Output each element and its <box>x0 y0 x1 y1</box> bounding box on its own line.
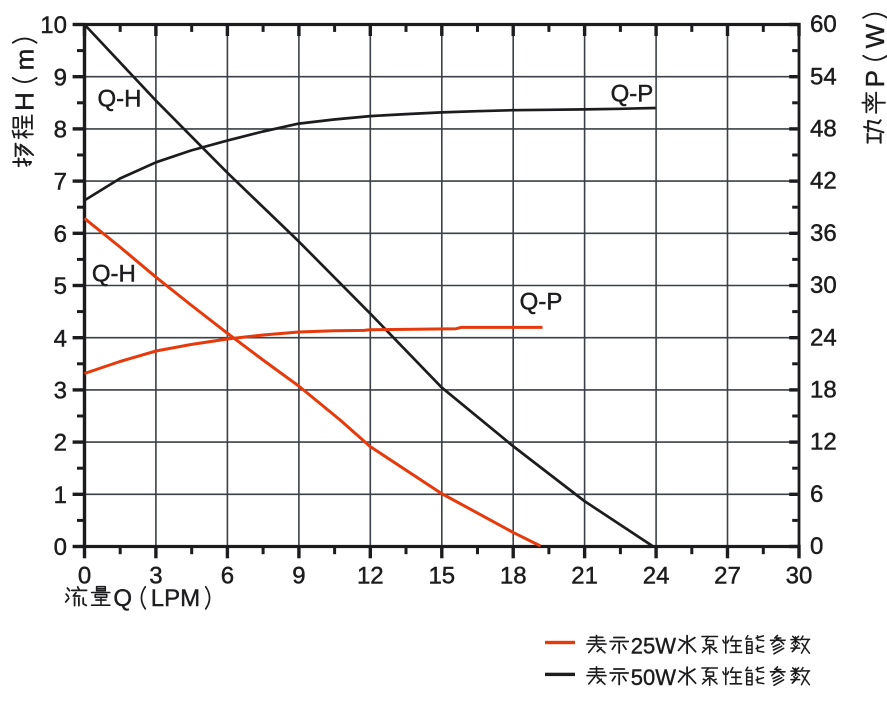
svg-text:Q-P: Q-P <box>611 80 654 107</box>
svg-text:48: 48 <box>810 116 837 143</box>
svg-text:54: 54 <box>810 63 837 90</box>
svg-text:50W: 50W <box>631 665 676 690</box>
svg-text:m: m <box>10 49 40 71</box>
svg-text:6: 6 <box>221 562 234 589</box>
svg-text:0: 0 <box>810 533 823 560</box>
svg-text:2: 2 <box>54 430 67 457</box>
svg-text:9: 9 <box>292 562 305 589</box>
svg-text:6: 6 <box>54 221 67 248</box>
svg-text:12: 12 <box>810 429 837 456</box>
svg-text:3: 3 <box>54 378 67 405</box>
svg-text:Q-H: Q-H <box>98 85 142 112</box>
svg-text:4: 4 <box>54 325 67 352</box>
svg-text:24: 24 <box>643 562 670 589</box>
svg-text:P: P <box>860 70 887 87</box>
svg-text:42: 42 <box>810 168 837 195</box>
svg-text:W: W <box>860 23 887 48</box>
svg-text:30: 30 <box>810 272 837 299</box>
svg-text:7: 7 <box>54 169 67 196</box>
svg-text:60: 60 <box>810 11 837 38</box>
svg-text:18: 18 <box>810 377 837 404</box>
svg-text:36: 36 <box>810 220 837 247</box>
svg-text:H: H <box>10 92 40 111</box>
svg-text:LPM: LPM <box>151 585 200 612</box>
svg-text:30: 30 <box>786 562 813 589</box>
svg-text:24: 24 <box>810 324 837 351</box>
svg-text:3: 3 <box>149 562 162 589</box>
svg-text:10: 10 <box>40 12 67 39</box>
svg-text:15: 15 <box>428 562 455 589</box>
svg-text:Q-P: Q-P <box>520 289 563 316</box>
svg-text:0: 0 <box>54 534 67 561</box>
svg-text:Q: Q <box>113 585 132 612</box>
svg-text:12: 12 <box>357 562 384 589</box>
svg-text:6: 6 <box>810 481 823 508</box>
svg-text:8: 8 <box>54 117 67 144</box>
svg-text:18: 18 <box>500 562 527 589</box>
svg-text:25W: 25W <box>631 634 676 659</box>
svg-text:1: 1 <box>54 482 67 509</box>
svg-text:21: 21 <box>571 562 598 589</box>
svg-text:5: 5 <box>54 273 67 300</box>
svg-text:9: 9 <box>54 64 67 91</box>
svg-text:Q-H: Q-H <box>92 260 136 287</box>
svg-text:27: 27 <box>714 562 741 589</box>
svg-text:0: 0 <box>78 562 91 589</box>
